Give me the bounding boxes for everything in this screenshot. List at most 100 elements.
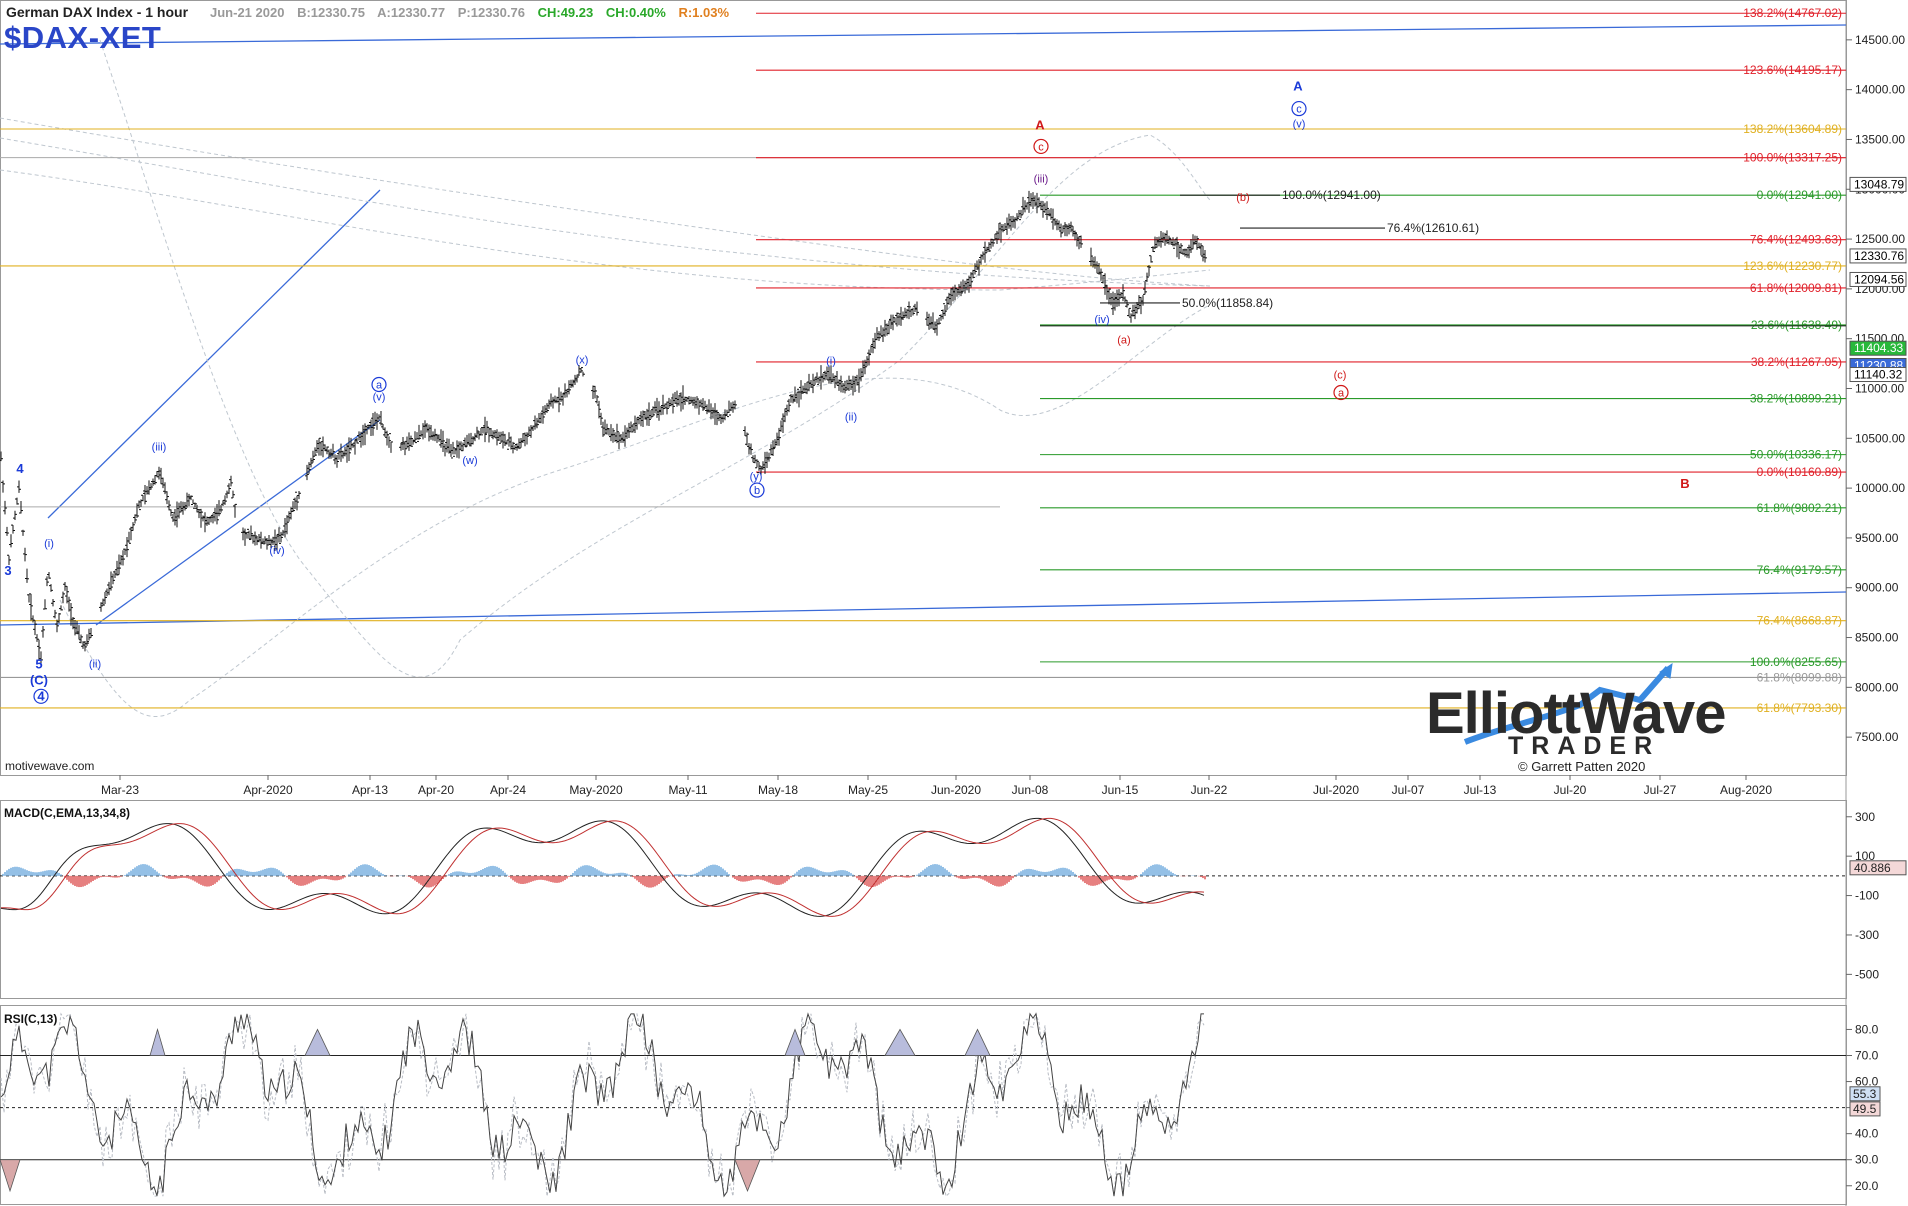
logo-arrow-icon — [1659, 662, 1673, 679]
quote-change-pct: CH:0.40% — [605, 5, 666, 20]
moving-average-3 — [0, 169, 1211, 291]
price-axis-label: 10500.00 — [1855, 431, 1905, 445]
wave-label: c — [1038, 141, 1044, 153]
fib-green-label: 61.8%(9802.21) — [1757, 501, 1842, 515]
channel-upper — [47, 189, 381, 519]
trendline-top — [0, 24, 1847, 45]
rsi-overbought-fill — [884, 1028, 916, 1056]
price-tag-text: 13048.79 — [1854, 177, 1904, 191]
x-axis-label: Aug-2020 — [1720, 783, 1772, 797]
fib-red-label: 61.8%(12009.81) — [1750, 281, 1842, 295]
trendline-bottom — [0, 591, 1847, 626]
fib-red-label: 0.0%(10160.89) — [1757, 465, 1842, 479]
fib-red-label: 138.2%(14767.02) — [1743, 6, 1842, 20]
wave-label: (C) — [30, 672, 48, 687]
price-panel-frame — [0, 0, 1847, 776]
wave-label: (i) — [44, 538, 54, 550]
price-tag-text: 11404.33 — [1854, 341, 1903, 355]
quote-bid: B:12330.75 — [297, 5, 366, 20]
price-axis-label: 9000.00 — [1855, 581, 1899, 595]
rsi-value-text: 55.3 — [1853, 1087, 1877, 1101]
macd-histogram — [2, 864, 1206, 888]
macd-value-tag — [1849, 860, 1907, 876]
channel-lower — [95, 419, 381, 626]
price-bars — [0, 190, 1207, 665]
rsi-overbought-fill — [304, 1028, 331, 1056]
fib-gold-label: 123.6%(12230.77) — [1743, 259, 1842, 273]
wave-label: b — [754, 485, 760, 497]
price-axis-label: 9500.00 — [1855, 531, 1899, 545]
wave-label: (ii) — [89, 658, 101, 670]
wave-label: a — [376, 379, 383, 391]
rsi-oversold-fill — [0, 1159, 21, 1193]
rsi-axis-label: 30.0 — [1855, 1153, 1879, 1167]
macd-line — [0, 817, 1205, 917]
price-tag-box — [1849, 176, 1907, 192]
rsi-overbought-fill — [964, 1028, 991, 1056]
rsi-panel-label: RSI(C,13) — [4, 1012, 58, 1026]
logo-swoosh — [1463, 666, 1671, 745]
fib-green-label: 23.6%(11638.49) — [1751, 318, 1842, 332]
x-axis-label: Mar-23 — [101, 783, 139, 797]
x-axis-label: May-11 — [668, 783, 707, 797]
fib-green-label: 38.2%(10899.21) — [1750, 392, 1842, 406]
x-axis-label: May-2020 — [569, 783, 623, 797]
wave-label-circle — [749, 482, 765, 498]
rsi-line — [0, 1012, 1204, 1198]
price-tag-box — [1849, 271, 1907, 287]
quote-change-pts: CH:49.23 — [537, 5, 594, 20]
wave-label: (iv) — [1094, 314, 1109, 326]
wave-label: (a) — [1117, 335, 1130, 347]
price-tag-text: 11140.32 — [1854, 368, 1903, 382]
fib-black-label: 76.4%(12610.61) — [1387, 221, 1479, 235]
fib-red-label: 100.0%(13317.25) — [1743, 151, 1842, 165]
price-axis-label: 14500.00 — [1855, 33, 1905, 47]
x-axis-label: Apr-2020 — [243, 783, 293, 797]
rsi-average-line — [0, 1011, 1205, 1198]
fib-gold-label: 138.2%(13604.89) — [1743, 122, 1842, 136]
fib-green-label: 100.0%(8255.65) — [1750, 655, 1842, 669]
x-axis-label: Jun-22 — [1191, 783, 1228, 797]
wave-label: (iii) — [152, 441, 167, 453]
wave-label: (ii) — [845, 411, 857, 423]
wave-label: 3 — [4, 563, 11, 578]
wave-label: (iv) — [269, 545, 284, 557]
rsi-overbought-fill — [784, 1028, 806, 1056]
price-axis-label: 11000.00 — [1855, 381, 1904, 395]
wave-label: (x) — [576, 355, 589, 367]
macd-panel-label: MACD(C,EMA,13,34,8) — [4, 806, 131, 820]
fib-red-label: 76.4%(12493.63) — [1750, 233, 1842, 247]
price-axis-label: 14000.00 — [1855, 83, 1905, 97]
bollinger-lower — [59, 304, 1211, 717]
wave-label: c — [1296, 104, 1302, 116]
rsi-panel-frame — [0, 1005, 1847, 1205]
rsi-oversold-fill — [734, 1159, 761, 1193]
x-axis-label: May-18 — [758, 783, 798, 797]
moving-average-1 — [0, 137, 1211, 287]
rsi-axis-label: 60.0 — [1855, 1075, 1879, 1089]
price-axis-label: 7500.00 — [1855, 730, 1899, 744]
fib-black-label: 50.0%(11858.84) — [1182, 296, 1273, 310]
wave-label: (v) — [373, 391, 386, 403]
macd-axis-label: -500 — [1855, 967, 1879, 981]
watermark-site: motivewave.com — [5, 759, 95, 773]
price-axis-label: 12500.00 — [1855, 232, 1905, 246]
elliottwave-logo: ElliottWave TRADER © Garrett Patten 2020 — [1426, 670, 1736, 780]
price-tag-box — [1849, 367, 1907, 383]
logo-wordmark: ElliottWave — [1426, 681, 1726, 746]
quote-range: R:1.03% — [678, 5, 730, 20]
wave-label-circle — [371, 376, 387, 393]
wave-label-circle — [1033, 138, 1049, 155]
wave-label: 4 — [37, 688, 45, 703]
moving-average-2 — [0, 117, 1211, 287]
wave-label: (b) — [1236, 192, 1249, 204]
price-axis-label: 13500.00 — [1855, 132, 1905, 146]
rsi-value-text: 49.5 — [1853, 1102, 1877, 1116]
fib-gray-label: 61.8%(8099.88) — [1757, 670, 1842, 684]
x-axis-label: Jul-27 — [1644, 783, 1677, 797]
rsi-axis-label: 70.0 — [1855, 1049, 1879, 1063]
wave-label: a — [1338, 387, 1345, 399]
x-axis-label: Jun-08 — [1012, 783, 1049, 797]
wave-label: 4 — [16, 461, 24, 476]
x-axis-label: Apr-20 — [418, 783, 454, 797]
